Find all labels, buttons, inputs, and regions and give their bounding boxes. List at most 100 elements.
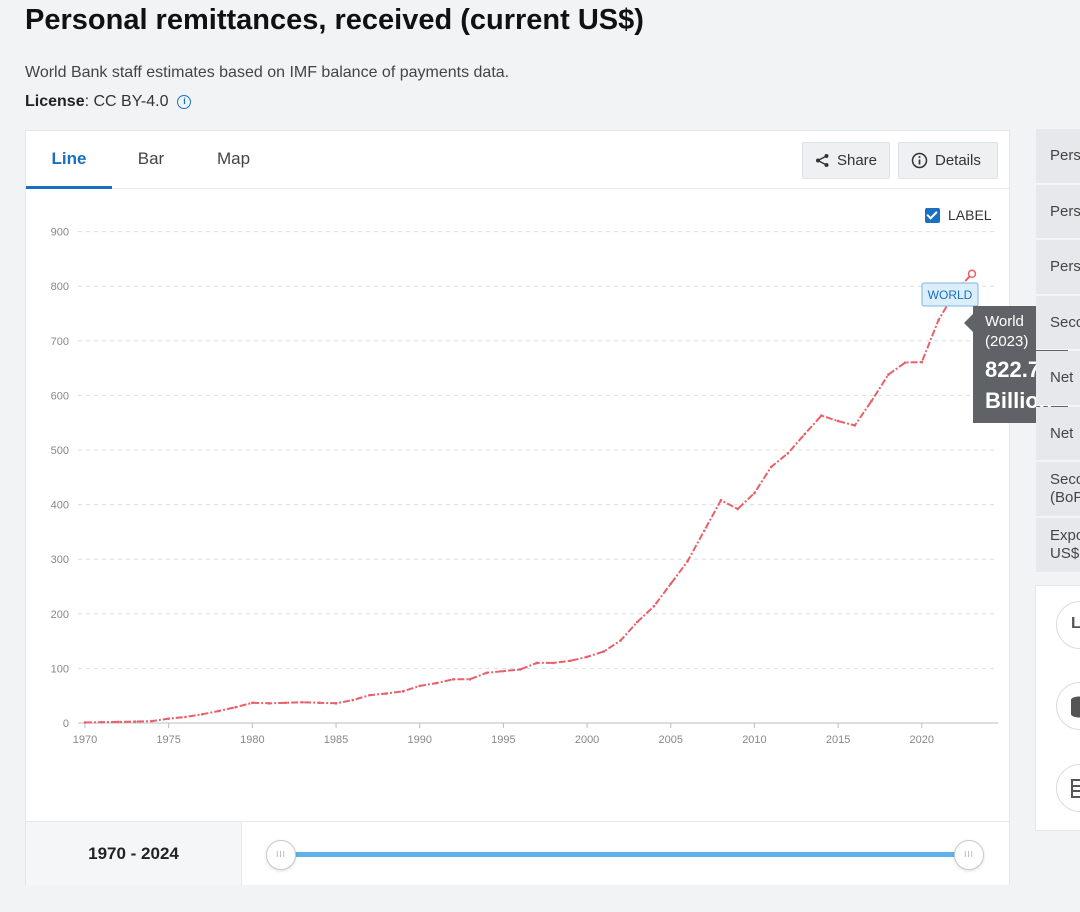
x-tick-label: 2005	[659, 734, 683, 746]
data-point	[117, 720, 120, 724]
related-indicator-item[interactable]: Net	[1036, 407, 1080, 461]
data-point	[351, 698, 355, 702]
data-point	[167, 717, 170, 720]
info-icon[interactable]: i	[177, 95, 192, 109]
series-line-world	[84, 273, 973, 724]
data-point	[669, 582, 673, 586]
data-point	[133, 720, 137, 723]
year-range-track[interactable]	[281, 852, 971, 857]
data-point	[652, 604, 656, 608]
label-toggle[interactable]: LABEL	[925, 207, 992, 223]
side-tools-panel: L	[1035, 585, 1080, 831]
data-point	[853, 424, 857, 427]
license-line: License : CC BY-4.0 i	[25, 93, 192, 111]
data-point	[702, 529, 706, 533]
x-tick-label: 1985	[324, 734, 348, 746]
year-range-bar: 1970 - 2024 III III	[26, 821, 1009, 885]
data-point	[200, 712, 204, 716]
x-tick-label: 2020	[910, 734, 934, 746]
series-label-box	[921, 282, 979, 307]
data-point	[234, 705, 237, 709]
data-point	[334, 702, 338, 705]
related-indicator-item[interactable]: Pers	[1036, 129, 1080, 184]
range-start-handle[interactable]: III	[266, 840, 296, 870]
data-point	[100, 720, 104, 724]
x-tick-label: 1995	[491, 734, 515, 746]
data-point	[753, 491, 756, 495]
y-tick-label: 0	[63, 718, 69, 730]
series-label-world: WORLD	[928, 288, 973, 302]
data-point	[401, 690, 405, 693]
label-checkbox[interactable]	[925, 207, 940, 223]
data-point	[318, 701, 321, 705]
details-label: Details	[935, 152, 981, 169]
data-point-highlight	[967, 269, 977, 279]
x-tick-label: 1980	[240, 734, 264, 746]
data-point	[786, 451, 790, 455]
data-point	[251, 701, 254, 705]
data-point	[585, 655, 589, 659]
data-point	[451, 678, 455, 681]
data-point	[284, 701, 288, 705]
tab-bar[interactable]: Bar	[137, 149, 165, 168]
data-point	[719, 498, 723, 502]
y-tick-label: 300	[51, 554, 69, 566]
related-indicator-item[interactable]: Secc (BoP	[1036, 462, 1080, 517]
share-icon	[815, 154, 829, 167]
data-point	[384, 692, 388, 695]
range-end-handle[interactable]: III	[954, 840, 984, 870]
chart-tabs: Line Bar Map Share Details	[26, 131, 1009, 189]
data-point	[920, 360, 924, 364]
license-label: License	[25, 93, 85, 110]
y-tick-label: 800	[51, 281, 69, 293]
x-tick-label: 2010	[742, 734, 766, 746]
data-point	[502, 669, 505, 673]
info-circle-icon	[911, 152, 928, 169]
chart-card: Line Bar Map Share Details LABEL 0 100	[25, 130, 1068, 885]
database-icon[interactable]	[1056, 682, 1080, 730]
related-indicator-item[interactable]: Pers	[1036, 240, 1080, 295]
data-point	[736, 507, 739, 511]
data-point	[887, 373, 890, 376]
data-point	[903, 361, 907, 364]
related-indicator-item[interactable]: Net	[1036, 351, 1080, 406]
y-tick-label: 200	[51, 609, 69, 621]
x-tick-label: 2000	[575, 734, 599, 746]
line-chart: 0 100 200 300 400 500 600 700 800 900 1970 1975 1980…	[51, 227, 998, 746]
license-value: : CC BY-4.0	[84, 93, 169, 110]
data-point	[435, 681, 438, 685]
data-point	[686, 560, 689, 563]
source-note: World Bank staff estimates based on IMF …	[25, 64, 510, 81]
share-button[interactable]: Share	[802, 142, 890, 179]
y-tick-label: 100	[51, 663, 69, 675]
y-tick-label: 900	[51, 227, 69, 239]
y-tick-label: 600	[51, 390, 69, 402]
data-point	[569, 659, 572, 663]
data-point	[368, 693, 371, 697]
related-indicator-item[interactable]: Pers	[1036, 185, 1080, 239]
data-point	[635, 620, 639, 624]
data-point	[552, 661, 555, 665]
data-point	[937, 318, 940, 322]
related-indicator-item[interactable]: Expo US$	[1036, 518, 1080, 573]
data-point	[836, 419, 840, 423]
tab-line[interactable]: Line	[26, 131, 112, 189]
data-point	[769, 465, 773, 469]
line-chart-icon[interactable]: L	[1056, 601, 1080, 649]
data-point	[267, 702, 271, 705]
tab-map[interactable]: Map	[216, 149, 251, 168]
data-point	[803, 432, 806, 436]
data-point	[301, 700, 304, 704]
x-tick-label: 1975	[156, 734, 180, 746]
data-point	[150, 719, 154, 723]
data-point	[83, 721, 87, 724]
table-icon[interactable]	[1056, 764, 1080, 812]
details-button[interactable]: Details	[898, 142, 998, 179]
x-tick-label: 1970	[73, 734, 97, 746]
data-point	[184, 715, 187, 719]
page-title: Personal remittances, received (current …	[25, 4, 644, 36]
label-toggle-text: LABEL	[948, 207, 992, 223]
data-point	[820, 414, 823, 417]
related-indicator-item[interactable]: Secc	[1036, 296, 1080, 350]
y-tick-label: 700	[51, 336, 69, 348]
